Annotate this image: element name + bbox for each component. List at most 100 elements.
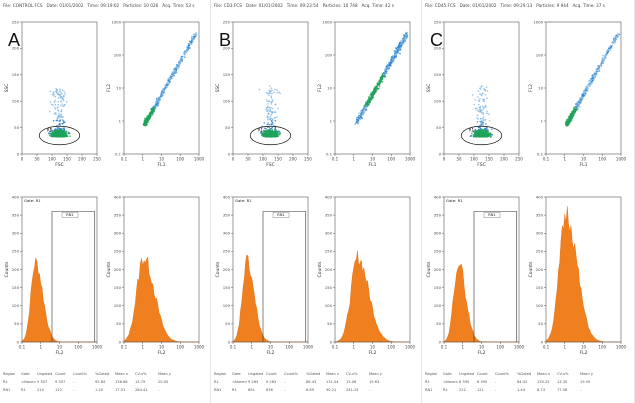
- dotplot-point: [54, 134, 56, 137]
- stats-cell: Count%: [73, 372, 88, 376]
- fl-point: [155, 103, 157, 105]
- dotplot-point: [267, 103, 269, 105]
- stats-cell: Mean x: [115, 372, 129, 376]
- dotplot-ytick-label: 100: [434, 99, 442, 104]
- histogram-1-xtick-label: 0.1: [441, 345, 448, 350]
- dotplot-point: [55, 87, 57, 90]
- dotplot-point: [58, 93, 61, 96]
- dotplot-point: [278, 91, 280, 93]
- histogram-2-ytick-label: 350: [325, 212, 333, 217]
- fl-point: [374, 90, 377, 93]
- dotplot-point: [477, 135, 479, 137]
- fl-point: [166, 82, 168, 84]
- fl-point: [145, 123, 147, 125]
- fl-point: [144, 120, 147, 122]
- dotplot-point: [273, 91, 275, 94]
- fl-point: [164, 89, 166, 91]
- dotplot-point: [479, 88, 482, 90]
- fl-point: [566, 118, 568, 121]
- stats-cell: Gate: [21, 372, 30, 376]
- dotplot-point: [266, 123, 268, 126]
- dotplot-point: [481, 130, 484, 132]
- histogram-2-ytick-label: 200: [114, 267, 122, 272]
- fl-point: [381, 81, 384, 83]
- stats-cell: -: [284, 380, 286, 384]
- fl-point: [191, 39, 194, 41]
- histogram-2-ytick-label: 50: [327, 321, 332, 326]
- fl-point: [149, 115, 151, 118]
- dotplot-point: [488, 113, 490, 116]
- histogram-2-xtick-label: 10: [370, 345, 376, 350]
- fl-point: [617, 34, 619, 36]
- fl-point: [571, 115, 573, 117]
- fl-point: [575, 105, 578, 108]
- marker-rn1-bracket: [51, 211, 96, 342]
- fl-point: [381, 72, 384, 75]
- histogram-1-xlabel: FL2: [56, 350, 64, 356]
- histogram-2-ytick-label: 100: [536, 303, 544, 308]
- stats-row: RN1 R1 210 112 - 1.20 17.51 284.43 -: [3, 388, 210, 396]
- fl-point: [362, 110, 365, 112]
- fl-point: [161, 92, 163, 94]
- histogram-1-xtick-label: 1000: [92, 345, 103, 350]
- dotplot-point: [52, 93, 54, 96]
- dotplot-point: [472, 131, 475, 133]
- dotplot-point: [479, 124, 481, 127]
- stats-cell: 8.74: [537, 388, 546, 392]
- fl-point: [144, 121, 146, 124]
- dotplot-point: [479, 98, 481, 100]
- dotplot-point: [63, 103, 66, 106]
- fl-point: [359, 110, 362, 112]
- fl-point: [611, 44, 614, 46]
- histogram-2-ytick-label: 50: [538, 321, 543, 326]
- stats-cell: %Gated: [95, 372, 110, 376]
- fl-plot-ytick-label: 0.1: [326, 151, 333, 156]
- stats-cell: 9 263: [266, 380, 277, 384]
- dotplot-ytick-label: 0: [228, 151, 231, 156]
- stats-table: Region Gate Ungated Count Count% %Gated Mean x…: [0, 372, 210, 402]
- dotplot-point: [271, 119, 274, 121]
- dotplot-point: [479, 107, 482, 109]
- fl-point: [173, 72, 176, 74]
- fl-point: [379, 78, 382, 80]
- dotplot-xtick-label: 50: [456, 157, 462, 162]
- dotplot-point: [66, 135, 69, 138]
- histogram-1-xtick-label: 0.1: [230, 345, 237, 350]
- fl-plot-xtick-label: 1: [141, 157, 144, 162]
- histogram-2-ytick-label: 300: [325, 231, 333, 236]
- histogram-2-ytick-label: 400: [114, 194, 122, 199]
- fl-point: [150, 112, 152, 115]
- stats-cell: <None>: [443, 380, 459, 384]
- stats-cell: Count%: [284, 372, 299, 376]
- dotplot-point: [276, 91, 279, 94]
- stats-cell: Ungated: [459, 372, 475, 376]
- fl-point: [148, 117, 150, 119]
- stats-cell: -: [580, 388, 582, 392]
- dotplot-point: [267, 118, 269, 121]
- dotplot-point: [55, 90, 58, 92]
- histogram-2-ytick-label: 0: [541, 339, 544, 344]
- dotplot-xtick-label: 50: [34, 157, 40, 162]
- histogram-2-ytick-label: 50: [116, 321, 121, 326]
- dotplot-ylabel: SSC: [215, 84, 221, 93]
- dotplot-frame: [21, 21, 98, 155]
- histogram-2-xlabel: FL2: [580, 350, 588, 356]
- fl-point: [405, 37, 408, 39]
- histogram-2-xtick-label: 1: [352, 345, 355, 350]
- histogram-1-ytick-label: 150: [434, 285, 442, 290]
- fl-point: [598, 66, 600, 68]
- fl-point: [404, 37, 406, 40]
- dotplot-xtick-label: 150: [274, 157, 282, 162]
- histogram-1-ytick-label: 200: [12, 267, 20, 272]
- dotplot-point: [264, 135, 266, 138]
- fl-plot-ytick-label: 1: [330, 118, 333, 123]
- histogram-1-ytick-label: 400: [223, 194, 231, 199]
- dotplot-point: [55, 119, 58, 122]
- dotplot-point: [480, 109, 483, 111]
- dotplot-point: [67, 132, 70, 134]
- dotplot-points: [47, 87, 71, 138]
- fl-point: [580, 97, 583, 100]
- fl-point: [181, 60, 183, 62]
- stats-cell: -: [158, 388, 160, 392]
- fl-point: [399, 52, 401, 55]
